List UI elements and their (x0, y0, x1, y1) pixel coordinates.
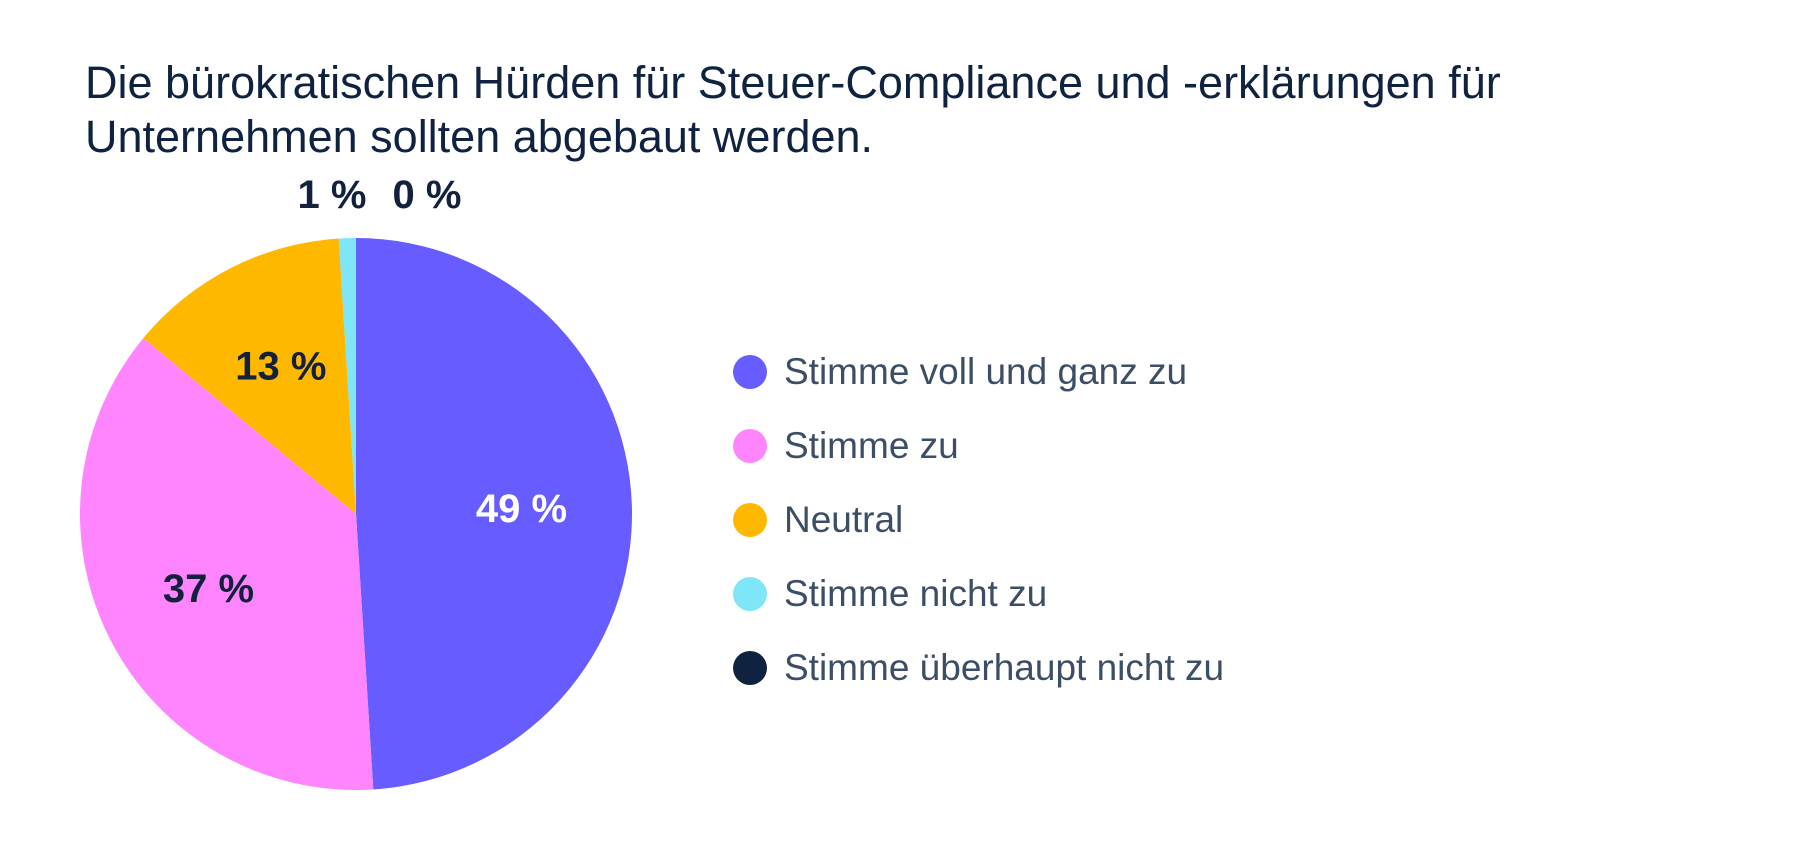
slice-label-3: 13 % (235, 344, 326, 388)
slice-label-4: 1 % (298, 173, 367, 217)
legend-label-1: Stimme voll und ganz zu (784, 351, 1188, 392)
pie-slice-1 (356, 238, 632, 790)
slice-label-5: 0 % (393, 173, 462, 217)
legend-label-4: Stimme nicht zu (784, 573, 1048, 614)
legend-item-3: Neutral (733, 483, 1224, 557)
legend-label-3: Neutral (784, 499, 904, 540)
legend-swatch-4 (733, 577, 767, 611)
chart-title: Die bürokratischen Hürden für Steuer-Com… (85, 57, 1501, 162)
pie-slices (79, 238, 632, 790)
chart-legend: Stimme voll und ganz zu Stimme zu Neutral S… (733, 335, 1224, 705)
legend-swatch-1 (733, 355, 767, 389)
legend-item-5: Stimme überhaupt nicht zu (733, 631, 1224, 705)
pie-slice-3 (143, 238, 356, 514)
slice-label-2: 37 % (163, 567, 254, 611)
legend-swatch-2 (733, 429, 767, 463)
pie-slice-4 (338, 238, 356, 514)
legend-item-1: Stimme voll und ganz zu (733, 335, 1224, 409)
legend-item-4: Stimme nicht zu (733, 557, 1224, 631)
slice-label-1: 49 % (476, 487, 567, 531)
pie-labels: 49 % 37 % 13 % 1 % 0 % (163, 173, 567, 611)
legend-item-2: Stimme zu (733, 409, 1224, 483)
pie-chart: 49 % 37 % 13 % 1 % 0 % (79, 173, 632, 790)
legend-swatch-3 (733, 503, 767, 537)
legend-label-2: Stimme zu (784, 425, 959, 466)
legend-swatch-5 (733, 651, 767, 685)
legend-label-5: Stimme überhaupt nicht zu (784, 647, 1225, 688)
pie-slice-2 (79, 338, 374, 790)
